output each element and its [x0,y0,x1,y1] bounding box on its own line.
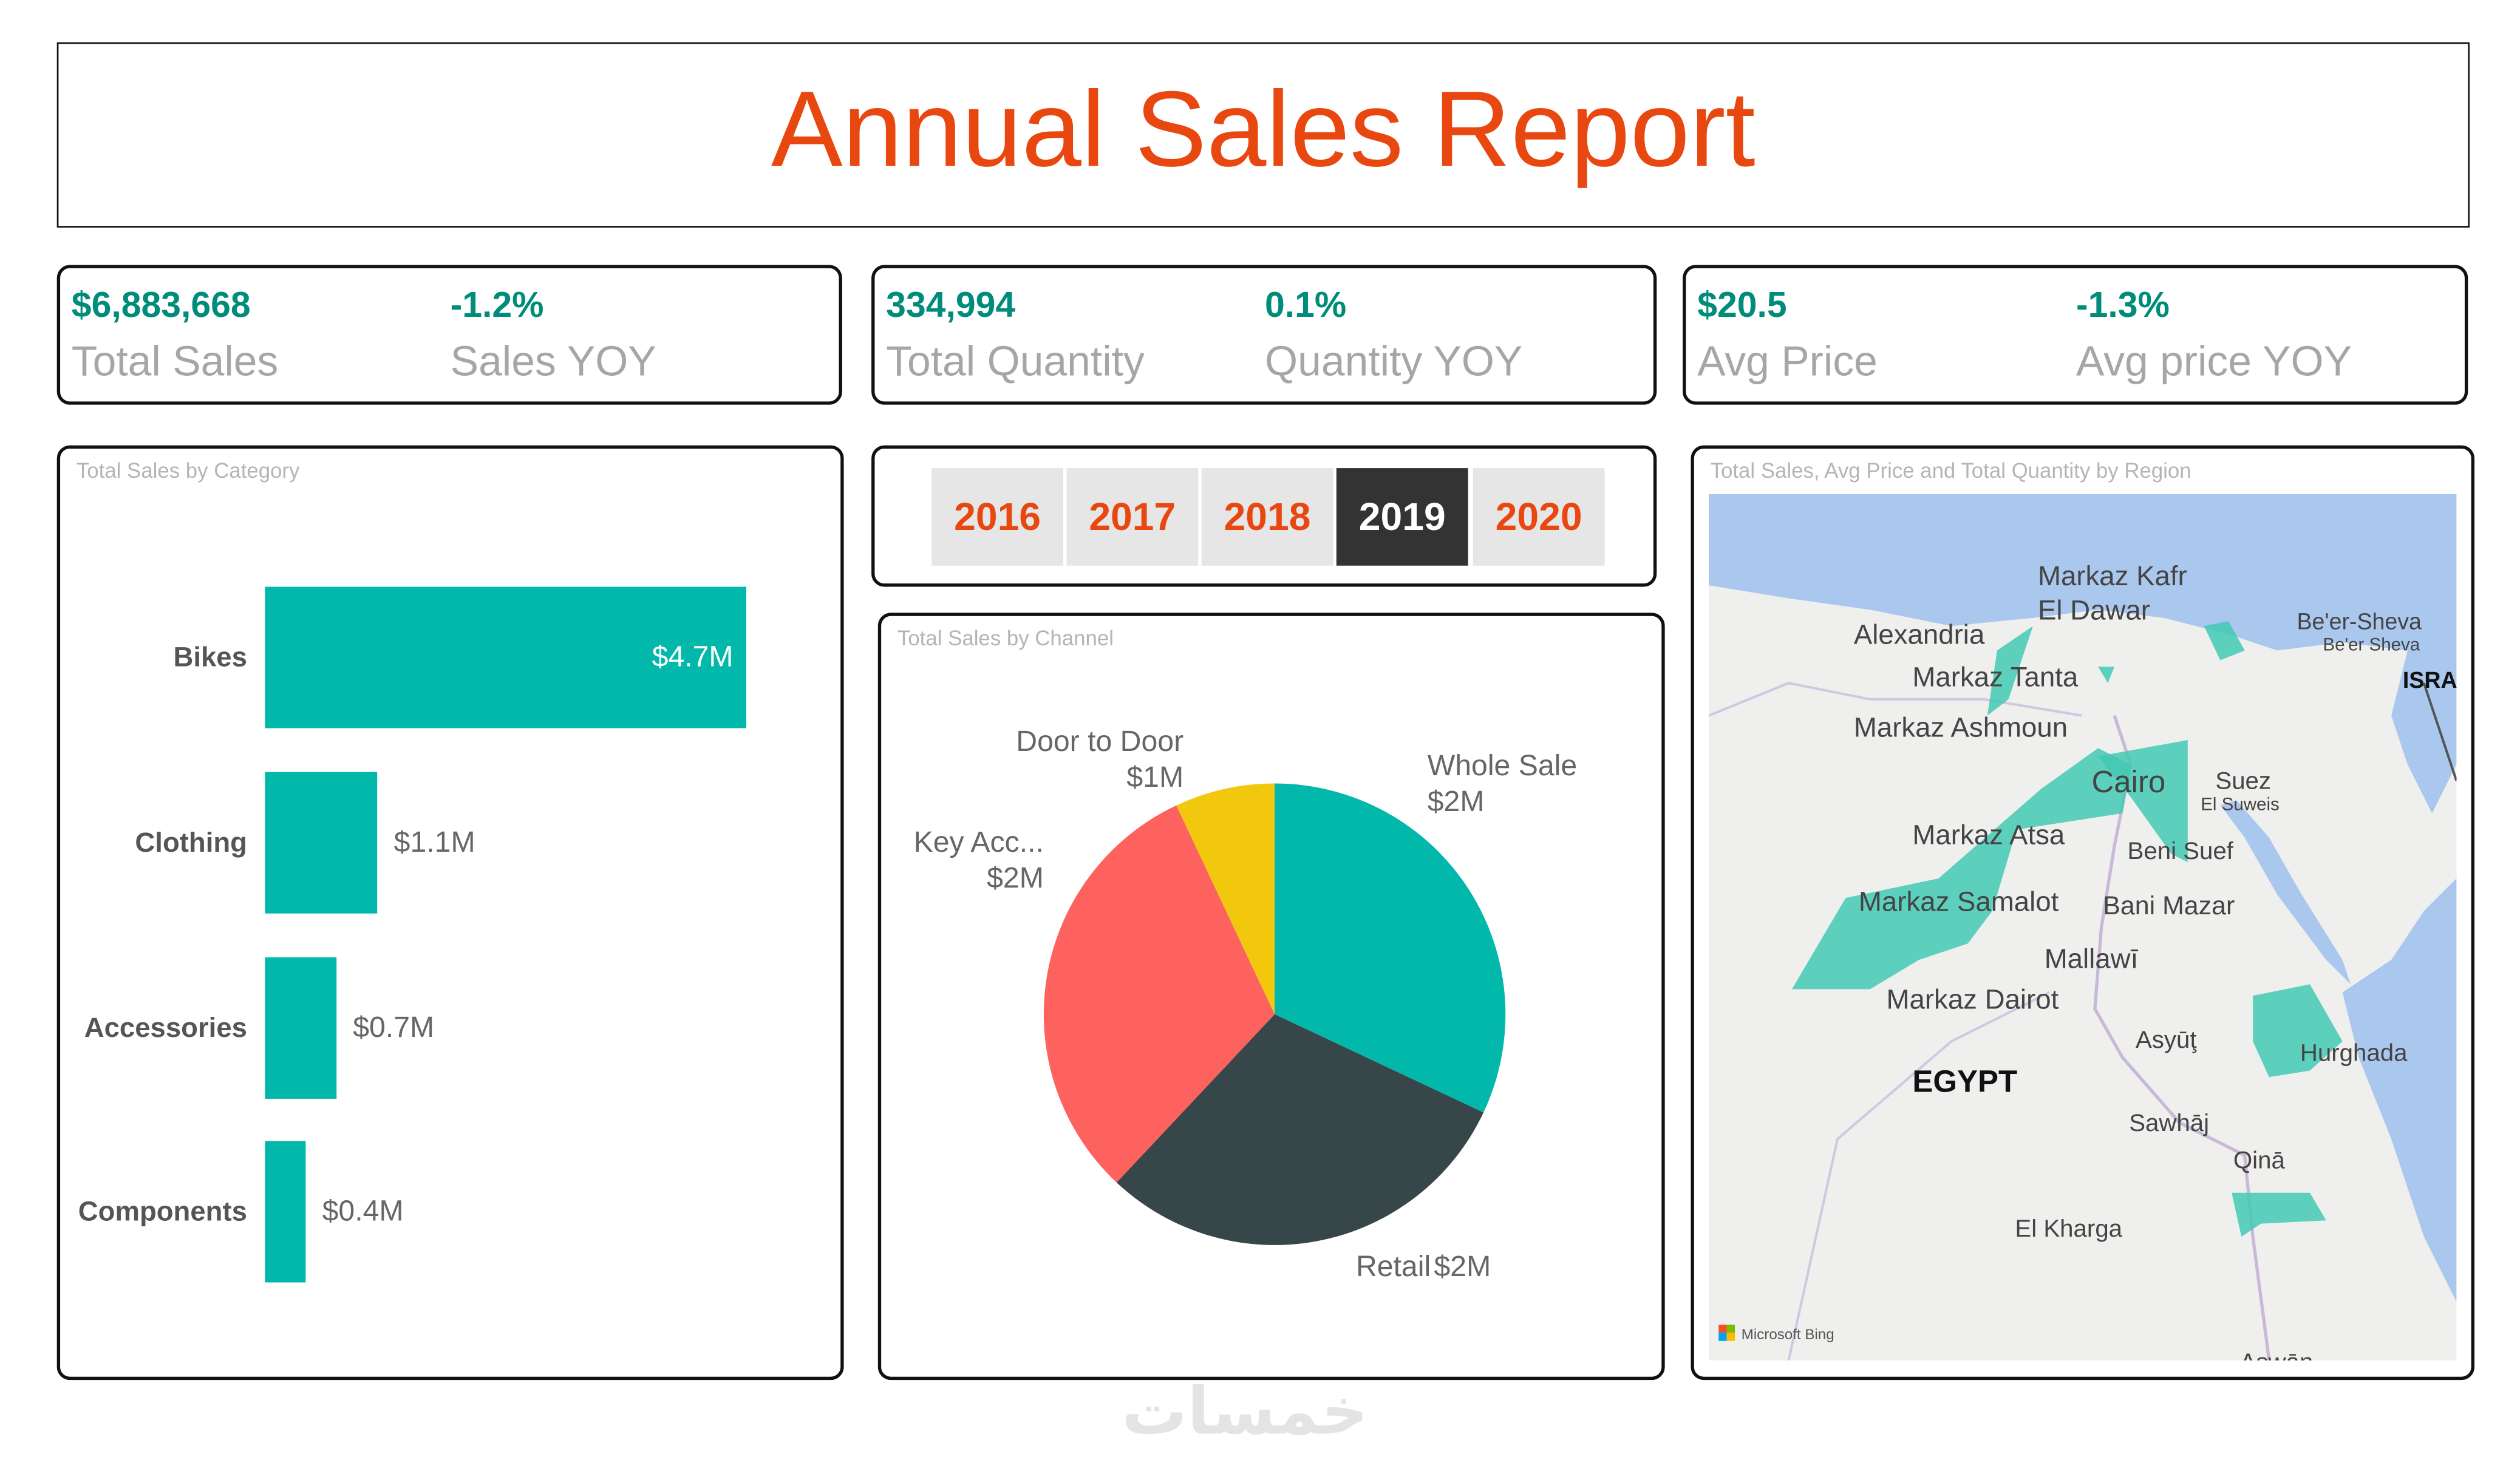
map-label: Asyūţ [2136,1026,2197,1053]
kpi-yoy-value: 0.1% [1265,284,1347,325]
kpi-card-sales: $6,883,668 Total Sales -1.2% Sales YOY [56,265,842,405]
region-hurghada [2253,984,2343,1078]
pie-category-label: Key Acc... [914,826,1044,858]
region-map-panel: Total Sales, Avg Price and Total Quantit… [1691,445,2475,1381]
map-attribution[interactable]: Microsoft Bing [1742,1326,1834,1343]
pie-value-label: $2M [1428,785,1485,818]
map-label: Markaz Dairot [1887,984,2059,1015]
pie-category-label: Retail [1356,1250,1431,1283]
map-label: Mallawī [2045,943,2139,974]
bar-components[interactable] [265,1141,306,1283]
bar-data-label: $1.1M [393,826,475,858]
map-label: El Suweis [2201,794,2280,814]
map-label: Cairo [2092,764,2166,799]
pie-slice-2[interactable] [1043,805,1275,1183]
region-shapes [1791,621,2343,1237]
pie-value-label: $2M [1434,1250,1491,1283]
map-label: Be'er Sheva [2323,634,2420,654]
map-label: Markaz Kafr [2038,560,2187,591]
pie-category-label: Whole Sale [1428,749,1577,782]
map-label: Markaz Atsa [1912,820,2065,851]
region-cairo [2098,739,2188,863]
pie-slice-0[interactable] [1275,783,1506,1113]
kpi-yoy-label: Quantity YOY [1265,336,1523,385]
map-label: Be'er-Sheva [2297,609,2422,634]
chart-title: Total Sales by Channel [897,625,1114,650]
bar-data-label: $0.7M [353,1011,435,1044]
region-sinai [2204,621,2245,661]
map-label: El Kharga [2015,1215,2122,1242]
map-label: Beni Suef [2128,837,2234,864]
map-label: Hurghada [2300,1039,2408,1066]
kpi-value: 334,994 [886,284,1016,325]
bar-data-label: $0.4M [322,1194,404,1228]
map-label: Markaz Samalot [1859,886,2059,917]
gulf-of-suez [2220,800,2351,985]
region-west [1791,748,2131,990]
year-slicer: 2016 2017 2018 2019 2020 [871,445,1657,587]
page-title: Annual Sales Report [771,68,1755,189]
title-banner: Annual Sales Report [56,42,2470,228]
map-label: Markaz Tanta [1912,661,2078,692]
map-label: ISRA [2403,667,2457,693]
channel-chart-panel: Total Sales by Channel Whole Sale $2M Reta… [877,613,1665,1381]
category-label: Components [78,1196,247,1228]
map-label: El Dawar [2038,594,2150,625]
pie-slice-3[interactable] [1176,783,1275,1014]
bar-data-label: $4.7M [652,640,734,673]
pie-value-label: $2M [987,861,1044,894]
chart-title: Total Sales by Category [76,458,300,483]
microsoft-logo-icon [1718,1324,1735,1341]
year-button-2020[interactable]: 2020 [1473,468,1605,566]
sea [1709,494,2457,813]
category-chart-panel: Total Sales by Category Bikes $4.7M Clothi… [56,445,844,1381]
kpi-card-quantity: 334,994 Total Quantity 0.1% Quantity YOY [871,265,1657,405]
kpi-value: $20.5 [1697,284,1787,325]
pie-category-label: Door to Door [1016,725,1183,758]
map-label: Markaz Ashmoun [1854,712,2068,743]
map-label: Alexandria [1854,619,1985,650]
kpi-yoy-value: -1.2% [450,284,544,325]
category-label: Clothing [135,827,247,858]
map-label: Sawhāj [2129,1109,2209,1136]
kpi-yoy-value: -1.3% [2076,284,2170,325]
kpi-card-price: $20.5 Avg Price -1.3% Avg price YOY [1683,265,2468,405]
year-button-2017[interactable]: 2017 [1066,468,1199,566]
map-label: Suez [2215,767,2271,794]
bar-bikes[interactable] [265,586,746,728]
category-label: Bikes [173,642,247,673]
kpi-yoy-label: Avg price YOY [2076,336,2352,385]
kpi-label: Total Quantity [886,336,1145,385]
watermark: خمسات [1122,1375,1369,1450]
kpi-label: Avg Price [1697,336,1878,385]
region-tanta [2098,667,2115,684]
map-label: EGYPT [1912,1064,2017,1098]
region-qina [2232,1192,2326,1237]
year-button-2016[interactable]: 2016 [931,468,1064,566]
category-label: Accessories [84,1013,247,1044]
region-delta [1987,626,2033,716]
map-title: Total Sales, Avg Price and Total Quantit… [1710,458,2191,483]
pie-slice-1[interactable] [1116,1014,1484,1245]
year-button-2018[interactable]: 2018 [1201,468,1333,566]
map-label: Aswān [2240,1348,2314,1360]
red-sea [2342,878,2457,1302]
kpi-value: $6,883,668 [71,284,251,325]
kpi-label: Total Sales [71,336,279,385]
map-label: Bani Mazar [2103,891,2235,920]
map-label: Qinā [2233,1146,2286,1173]
year-button-2019[interactable]: 2019 [1336,468,1468,566]
bar-clothing[interactable] [265,772,378,914]
pie-value-label: $1M [1126,761,1183,793]
kpi-yoy-label: Sales YOY [450,336,656,385]
bar-accessories[interactable] [265,957,337,1099]
